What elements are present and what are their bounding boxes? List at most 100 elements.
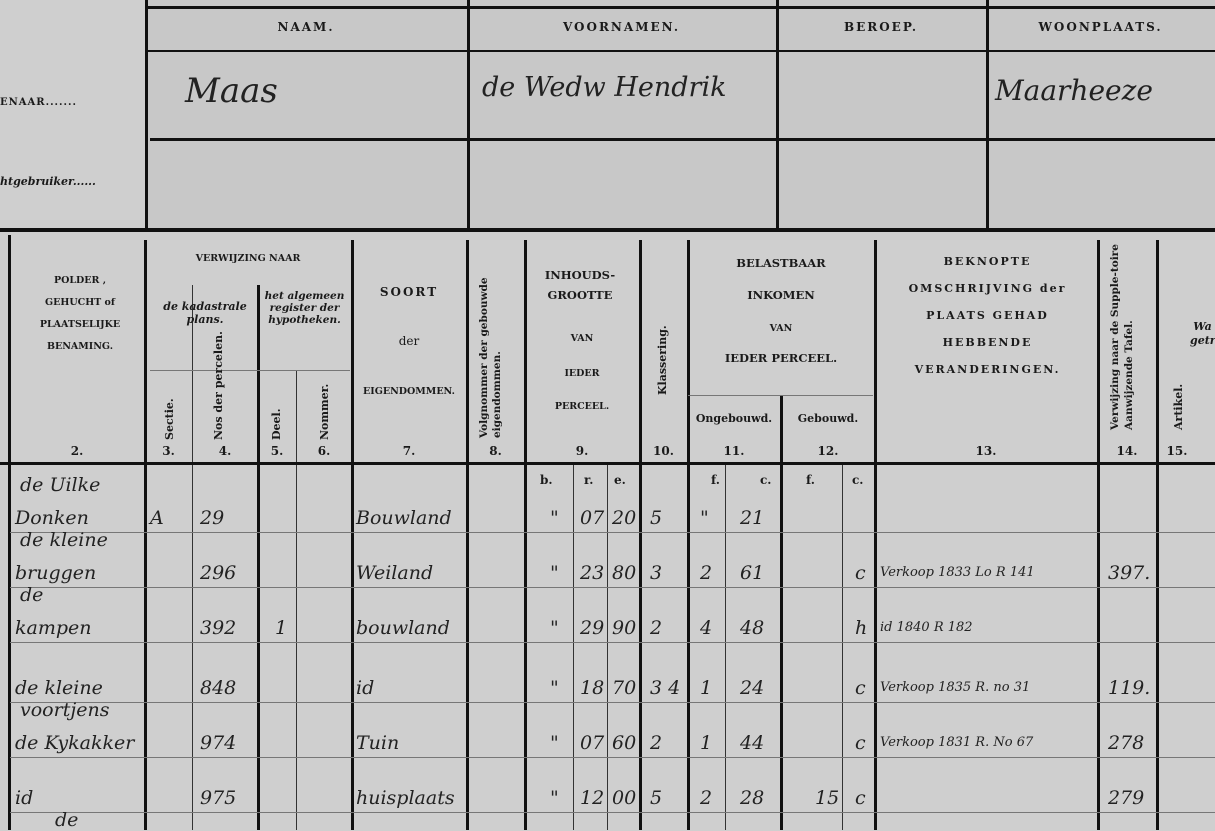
cell-c: 24 <box>740 677 765 699</box>
cell-polder2: Donken <box>15 507 89 529</box>
cell-klasse: 2 <box>650 617 663 639</box>
cell-e: 90 <box>612 617 637 639</box>
cell-b: " <box>550 677 559 699</box>
cell-b: " <box>550 617 559 639</box>
row-rule <box>10 757 1215 758</box>
divider <box>351 240 354 830</box>
cell-klasse: 3 <box>650 562 663 584</box>
cell-f: 2 <box>700 787 713 809</box>
header-soort: SOORT <box>379 285 439 299</box>
col-num-10: 10. <box>653 444 674 458</box>
cell-soort: id <box>356 677 375 699</box>
cell-gc: c <box>855 562 866 584</box>
cell-perceel: 848 <box>200 677 237 699</box>
cell-r: 29 <box>580 617 605 639</box>
cell-b: " <box>550 787 559 809</box>
cell-f: 1 <box>700 732 713 754</box>
header-belastbaar: BELASTBAAR <box>736 256 826 270</box>
cell-e: 00 <box>612 787 637 809</box>
header-klassering: Klassering. <box>656 325 669 395</box>
header-der: der <box>398 334 420 348</box>
cell-klasse: 5 <box>650 507 663 529</box>
header-ieder: IEDER <box>564 368 600 379</box>
row-rule <box>10 642 1215 643</box>
col-num-15: 15. <box>1166 444 1188 458</box>
cell-change: Verkoop 1831 R. No 67 <box>880 735 1034 750</box>
trailing-text: de <box>55 809 79 831</box>
cell-deel: 1 <box>275 617 288 639</box>
divider <box>874 240 877 830</box>
cell-soort: Tuin <box>356 732 400 754</box>
divider <box>257 285 260 830</box>
header-kadastrale: de kadastrale plans. <box>163 300 247 326</box>
header-gebouwd: Gebouwd. <box>797 412 859 425</box>
divider <box>192 285 193 830</box>
divider <box>986 0 989 228</box>
divider <box>0 228 1215 232</box>
col-num-8: 8. <box>489 444 502 458</box>
sub-c: c. <box>760 473 772 487</box>
cell-c: 48 <box>740 617 765 639</box>
cell-gf: 15 <box>815 787 840 809</box>
divider <box>0 462 1215 465</box>
col-num-3: 3. <box>162 444 175 458</box>
cell-change: Verkoop 1833 Lo R 141 <box>880 565 1035 580</box>
header-percelen: Nos der percelen. <box>212 331 225 440</box>
divider <box>144 240 147 830</box>
cell-e: 60 <box>612 732 637 754</box>
header-voornamen: VOORNAMEN. <box>562 20 681 34</box>
cell-polder: voortjens <box>20 699 110 721</box>
divider <box>842 465 843 830</box>
cell-perceel: 392 <box>200 617 237 639</box>
cell-f: 4 <box>700 617 713 639</box>
header-wa: Wa getro <box>1190 320 1215 347</box>
cell-e: 80 <box>612 562 637 584</box>
sub-f: f. <box>711 473 720 487</box>
header-volgnommer: Volgnommer der gebouwde eigendommen. <box>478 277 503 438</box>
divider <box>573 465 574 830</box>
cell-r: 12 <box>580 787 605 809</box>
cell-sectie: A <box>150 507 164 529</box>
header-deel: Deel. <box>270 408 283 440</box>
cell-soort: bouwland <box>356 617 450 639</box>
divider <box>150 138 1215 141</box>
cell-gc: c <box>855 787 866 809</box>
col-num-2: 2. <box>70 444 84 458</box>
sub-c2: c. <box>852 473 864 487</box>
cell-ref: 397. <box>1108 562 1151 584</box>
header-van: VAN <box>570 333 594 344</box>
header-verwijzing: VERWIJZING NAAR <box>195 253 301 264</box>
cell-polder2: bruggen <box>15 562 97 584</box>
cell-perceel: 974 <box>200 732 237 754</box>
cell-gc: c <box>855 732 866 754</box>
sub-e: e. <box>614 473 626 487</box>
cell-perceel: 975 <box>200 787 237 809</box>
cell-c: 61 <box>740 562 765 584</box>
cell-gc: h <box>855 617 868 639</box>
cell-r: 23 <box>580 562 605 584</box>
cell-klasse: 5 <box>650 787 663 809</box>
header-van2: VAN <box>769 323 793 334</box>
cell-r: 07 <box>580 732 605 754</box>
cell-change: id 1840 R 182 <box>880 620 973 635</box>
cell-ref: 119. <box>1108 677 1151 699</box>
divider <box>296 370 297 830</box>
col-num-11: 11. <box>723 444 745 458</box>
cell-ref: 279 <box>1108 787 1145 809</box>
cell-soort: Bouwland <box>356 507 452 529</box>
divider <box>150 370 350 371</box>
cell-polder: de kleine <box>20 529 108 551</box>
row-rule <box>10 532 1215 533</box>
cell-b: " <box>550 507 559 529</box>
cell-e: 70 <box>612 677 637 699</box>
divider <box>1097 240 1100 830</box>
header-naam: NAAM. <box>277 20 335 34</box>
col-num-7: 7. <box>402 444 416 458</box>
header-polder: POLDER , GEHUCHT of PLAATSELIJKE BENAMIN… <box>39 275 121 352</box>
cell-polder2: kampen <box>15 617 92 639</box>
cell-polder2: de Kykakker <box>15 732 135 754</box>
header-sectie: Sectie. <box>163 398 176 440</box>
header-woonplaats: WOONPLAATS. <box>1038 20 1163 34</box>
row-rule <box>10 812 1215 813</box>
divider <box>639 240 642 830</box>
